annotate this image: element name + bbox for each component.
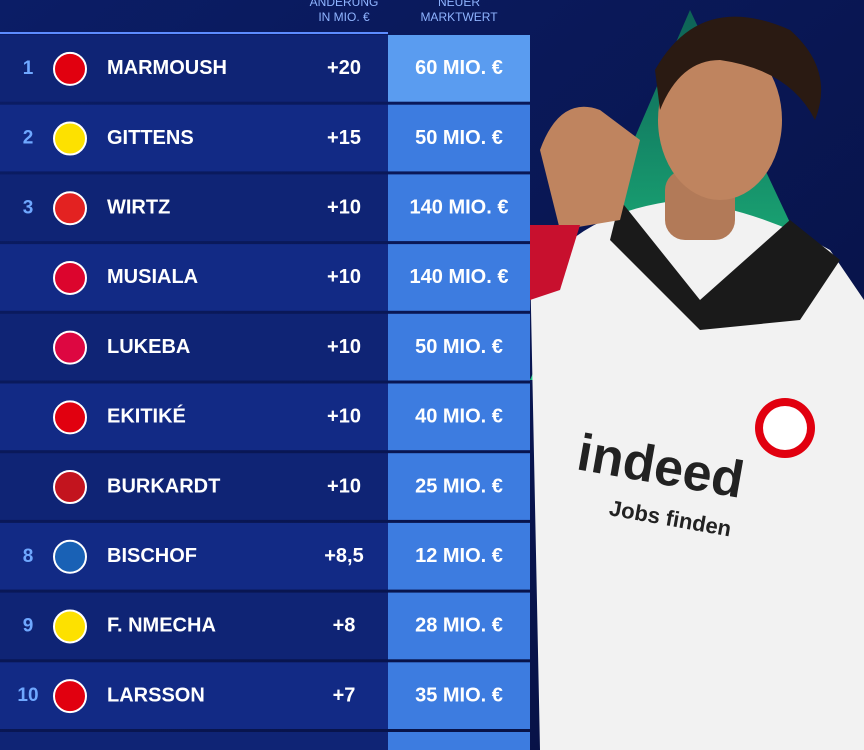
value-cell — [388, 453, 530, 520]
club-logo — [53, 121, 87, 156]
rank: 10 — [17, 685, 38, 706]
value-cell — [388, 174, 530, 242]
value-cell — [388, 313, 530, 381]
rank: 9 — [23, 615, 34, 636]
player-name: BURKARDT — [107, 475, 220, 497]
change: +7 — [333, 684, 356, 706]
change: +10 — [327, 406, 361, 428]
change: +10 — [327, 336, 361, 358]
change: +10 — [327, 475, 361, 497]
player-name: MUSIALA — [107, 266, 198, 288]
player-name: LUKEBA — [107, 336, 190, 358]
market-value: 140 MIO. € — [410, 266, 509, 288]
market-value: 140 MIO. € — [410, 197, 509, 219]
change: +8 — [333, 615, 356, 637]
club-logo — [53, 191, 87, 226]
club-logo — [53, 260, 87, 295]
market-value: 60 MIO. € — [415, 57, 503, 79]
player-photo: indeed Jobs finden — [530, 16, 864, 750]
value-cell — [388, 662, 530, 729]
row-bg — [0, 732, 388, 750]
value-cell — [388, 383, 530, 451]
change: +10 — [327, 197, 361, 219]
value-cell — [388, 104, 530, 172]
header-change: IN MIO. € — [318, 10, 370, 24]
player-name: WIRTZ — [107, 197, 170, 219]
rank: 3 — [23, 197, 34, 218]
change: +20 — [327, 57, 361, 79]
change: +15 — [327, 127, 361, 149]
market-value: 35 MIO. € — [415, 684, 503, 706]
value-cell — [388, 35, 530, 102]
rank: 8 — [23, 546, 34, 567]
rank: 1 — [23, 58, 34, 79]
change: +8,5 — [324, 545, 363, 567]
player-name: GITTENS — [107, 127, 194, 149]
value-cell — [388, 522, 530, 590]
player-name: LARSSON — [107, 684, 205, 706]
value-cell — [388, 592, 530, 660]
value-cell — [388, 732, 530, 750]
change: +10 — [327, 266, 361, 288]
market-value: 50 MIO. € — [415, 127, 503, 149]
club-logo — [53, 330, 87, 365]
club-logo — [53, 609, 87, 644]
club-logo — [53, 400, 87, 435]
market-value: 40 MIO. € — [415, 406, 503, 428]
player-name: MARMOUSH — [107, 57, 227, 79]
header-value: MARKTWERT — [420, 10, 498, 24]
club-logo — [53, 51, 87, 86]
player-name: F. NMECHA — [107, 615, 216, 637]
club-logo — [53, 470, 87, 505]
rank: 2 — [23, 128, 34, 149]
club-logo — [53, 539, 87, 574]
market-value: 12 MIO. € — [415, 545, 503, 567]
market-value: 50 MIO. € — [415, 336, 503, 358]
player-name: EKITIKÉ — [107, 405, 186, 428]
market-value: 25 MIO. € — [415, 475, 503, 497]
header-change: ÄNDERUNG — [310, 0, 379, 9]
player-name: BISCHOF — [107, 545, 197, 567]
club-logo — [53, 679, 87, 714]
header-value: NEUER — [438, 0, 480, 9]
value-cell — [388, 244, 530, 311]
market-value: 28 MIO. € — [415, 615, 503, 637]
